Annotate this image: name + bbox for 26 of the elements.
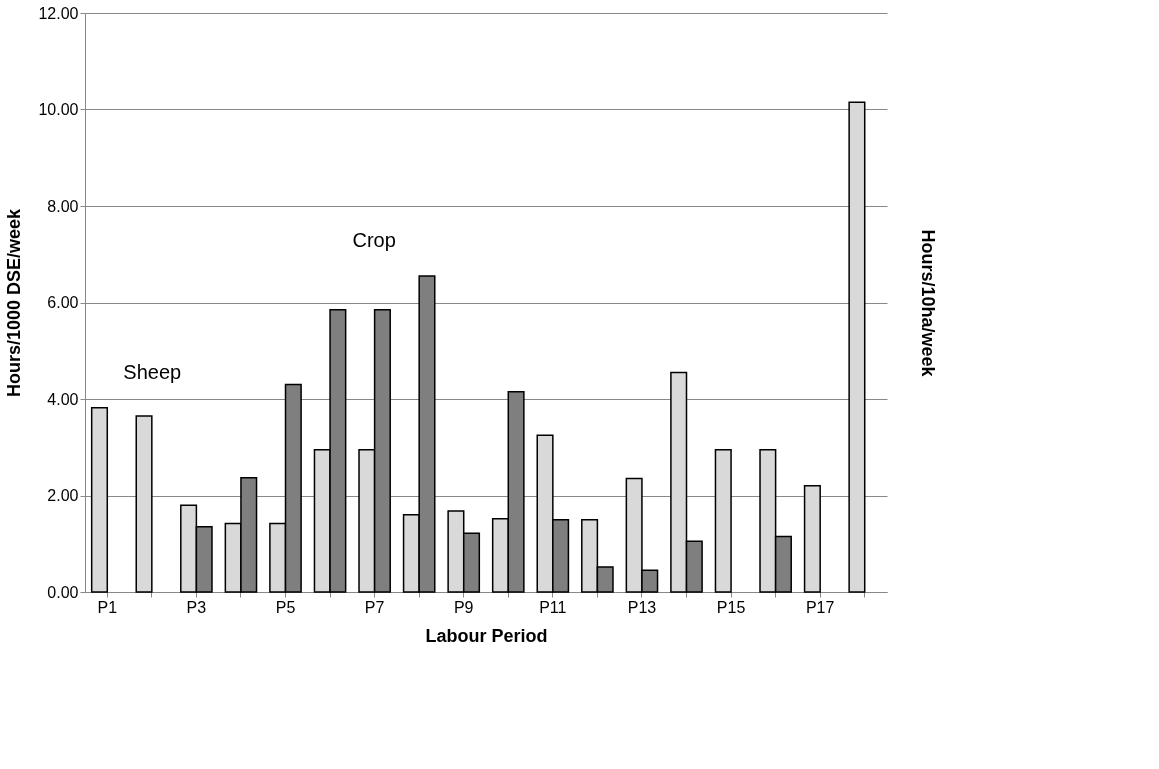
y-tick-label: 4.00 xyxy=(47,390,79,408)
bar xyxy=(714,448,732,593)
bar xyxy=(848,101,866,593)
y-tick-label: 2.00 xyxy=(47,487,79,504)
x-tick-label: P1 xyxy=(97,598,118,616)
x-tick-label: P13 xyxy=(627,598,657,616)
x-tick-label: P11 xyxy=(539,598,567,616)
y-tick-label: 12.00 xyxy=(38,4,79,22)
y-tick-label: 10.00 xyxy=(38,101,79,118)
x-tick-label: P9 xyxy=(453,598,474,616)
x-tick-label: P7 xyxy=(364,598,385,616)
series-label: Crop xyxy=(352,228,396,251)
x-tick-label: P5 xyxy=(275,598,296,616)
bar xyxy=(90,406,109,593)
x-tick-label: P15 xyxy=(716,598,746,616)
x-axis-title: Labour Period xyxy=(425,625,548,646)
series-label: Sheep xyxy=(123,360,182,383)
y-tick-label: 8.00 xyxy=(47,197,79,215)
y-tick-label: 0.00 xyxy=(47,583,79,601)
x-tick-label: P17 xyxy=(805,598,835,616)
y-tick-label: 6.00 xyxy=(47,294,79,311)
bar xyxy=(135,415,153,593)
bar xyxy=(803,485,821,593)
y2-axis-title: Hours/10ha/week xyxy=(917,229,938,378)
y-axis-title: Hours/1000 DSE/week xyxy=(4,207,25,398)
x-tick-label: P3 xyxy=(186,598,207,616)
